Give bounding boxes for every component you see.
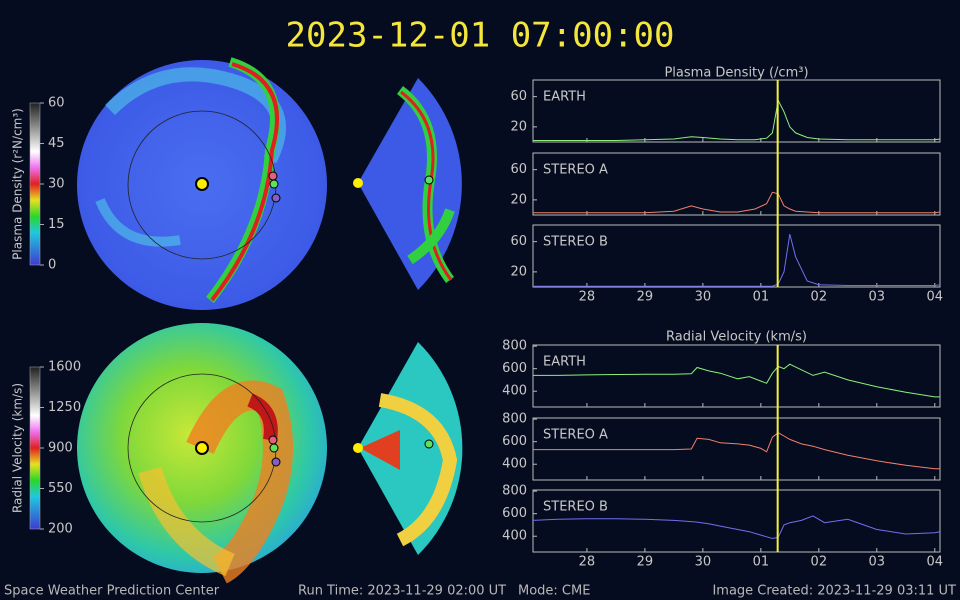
colorbar-tick-label: 0	[48, 258, 56, 273]
y-tick-label: 20	[510, 264, 527, 279]
y-tick-label: 400	[502, 384, 527, 399]
panel-label: STEREO B	[543, 500, 608, 515]
y-tick-label: 20	[510, 119, 527, 134]
x-tick-label: 03	[869, 290, 886, 305]
x-tick-label: 02	[811, 290, 828, 305]
series-line	[533, 432, 940, 470]
colorbar-tick-label: 200	[48, 522, 73, 537]
y-tick-label: 800	[502, 484, 527, 499]
x-tick-label: 30	[695, 290, 712, 305]
x-tick-label: 04	[927, 290, 944, 305]
series-line	[532, 515, 941, 540]
x-tick-label: 04	[927, 555, 944, 570]
x-tick-label: 30	[695, 555, 712, 570]
panel-frame	[532, 224, 941, 288]
colorbar-tick-label: 15	[48, 217, 65, 232]
footer-created: Image Created: 2023-11-29 03:11 UT	[712, 584, 956, 599]
x-tick-label: 29	[637, 555, 654, 570]
colorbar-tick-label: 30	[48, 177, 65, 192]
velocity-disk	[77, 323, 463, 584]
colorbar-tick-label: 45	[48, 136, 65, 151]
y-tick-label: 60	[510, 162, 527, 177]
x-tick-label: 28	[579, 555, 596, 570]
y-tick-label: 600	[502, 506, 527, 521]
y-tick-label: 800	[502, 412, 527, 427]
y-tick-label: 400	[502, 457, 527, 472]
x-tick-label: 01	[753, 555, 770, 570]
colorbar	[29, 366, 41, 530]
series-line	[533, 191, 941, 214]
y-tick-label: 20	[510, 192, 527, 207]
panel-label: STEREO A	[543, 428, 608, 443]
footer-mode: Mode: CME	[518, 584, 590, 599]
panel-frame	[532, 417, 941, 481]
panel-frame	[532, 489, 941, 553]
series-line	[533, 363, 940, 398]
footer-org: Space Weather Prediction Center	[4, 584, 220, 599]
series-line	[533, 233, 941, 287]
panel-label: STEREO B	[543, 235, 608, 250]
chart-title: Plasma Density (/cm³)	[664, 66, 808, 81]
x-tick-label: 01	[753, 290, 770, 305]
y-tick-label: 600	[502, 434, 527, 449]
panel-frame	[532, 344, 941, 408]
chart-title: Radial Velocity (km/s)	[666, 330, 807, 345]
panel-label: EARTH	[543, 355, 586, 370]
density-disk	[77, 57, 462, 310]
y-tick-label: 800	[502, 339, 527, 354]
footer-run: Run Time: 2023-11-29 02:00 UT	[298, 584, 506, 599]
colorbar-tick-label: 550	[48, 481, 73, 496]
colorbar	[29, 102, 41, 266]
panel-frame	[532, 152, 941, 216]
colorbar-tick-label: 60	[48, 96, 65, 111]
colorbar-tick-label: 900	[48, 441, 73, 456]
time-header: 2023-12-01 07:00:00	[286, 16, 675, 56]
x-tick-label: 02	[811, 555, 828, 570]
y-tick-label: 60	[510, 89, 527, 104]
panel-frame	[532, 79, 941, 143]
x-tick-label: 03	[869, 555, 886, 570]
colorbar-label: Plasma Density (r²N/cm³)	[11, 108, 25, 260]
y-tick-label: 400	[502, 529, 527, 544]
panel-label: EARTH	[543, 90, 586, 105]
y-tick-label: 60	[510, 234, 527, 249]
y-tick-label: 600	[502, 361, 527, 376]
panel-label: STEREO A	[543, 163, 608, 178]
x-tick-label: 29	[637, 290, 654, 305]
colorbar-label: Radial Velocity (km/s)	[11, 383, 25, 513]
series-line	[533, 98, 941, 141]
colorbar-tick-label: 1250	[48, 400, 81, 415]
colorbar-tick-label: 1600	[48, 360, 81, 375]
x-tick-label: 28	[579, 290, 596, 305]
